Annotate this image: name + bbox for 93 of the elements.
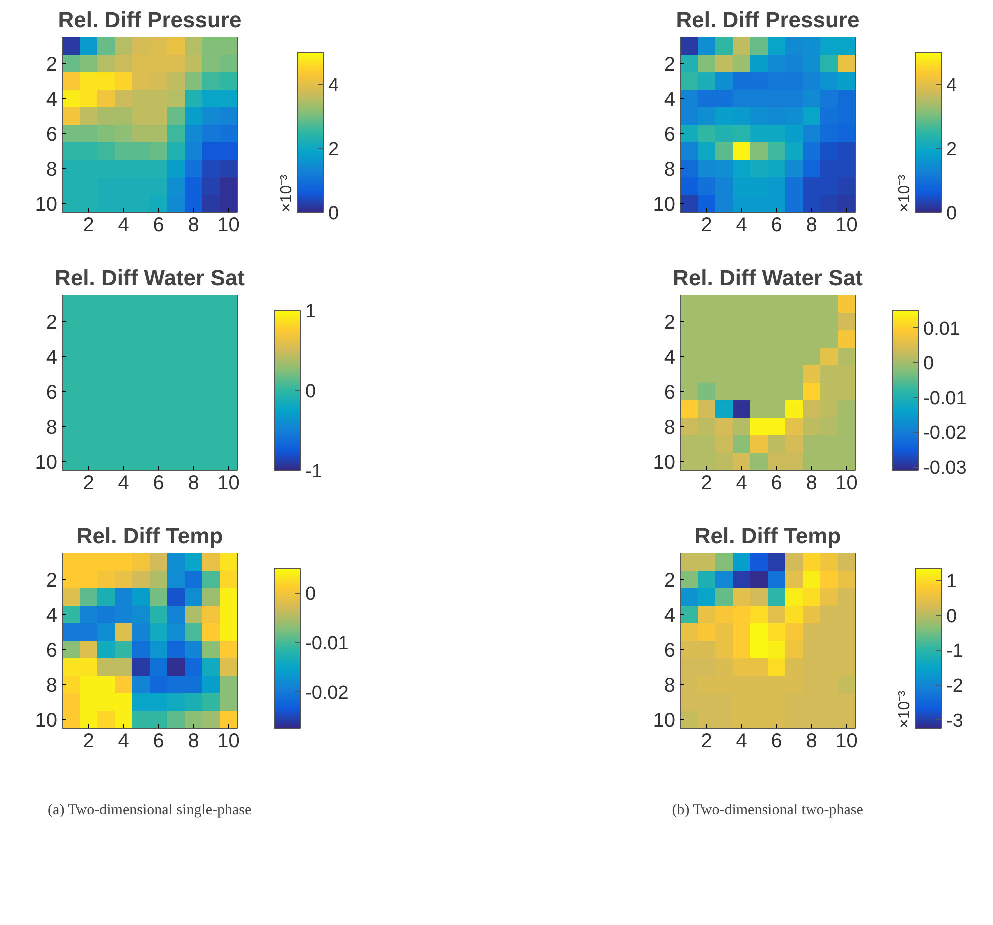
x-tick-label: 10 [218,214,240,236]
x-tick-label: 8 [188,214,200,236]
x-tick-label: 4 [736,472,748,494]
color-bar-label: 0 [306,584,316,606]
x-tick-label: 6 [153,472,164,494]
y-tick-label: 10 [35,194,58,216]
x-tick-label: 8 [188,730,200,752]
color-bar-label: -0.02 [924,423,967,444]
color-bar-label: -3 [946,710,964,732]
y-tick-label: 4 [664,604,676,627]
y-tick-label: 10 [653,452,676,474]
color-bar-label: 0 [946,606,958,628]
y-tick-label: 6 [664,382,676,404]
x-tick-label: 4 [118,730,130,752]
color-bar-label: 0 [946,204,958,224]
y-tick-label: 6 [46,640,58,662]
x-tick-label: 6 [771,214,782,236]
y-tick-label: 4 [664,346,676,369]
x-tick-label: 4 [736,214,748,236]
chart-title: Rel. Diff Pressure [676,8,860,32]
color-bar-label: 1 [946,572,958,593]
y-tick-label: 8 [46,674,58,697]
chart-title: Rel. Diff Water Sat [55,266,246,290]
x-tick-label: 2 [701,730,712,752]
color-bar-label: -0.03 [924,458,967,480]
chart-title: Rel. Diff Pressure [58,8,242,32]
color-bar-label: 4 [946,76,958,96]
color-bar-title: ×10⁻³ [278,174,296,212]
x-tick-label: 2 [701,472,712,494]
y-tick-label: 4 [46,88,58,111]
x-tick-label: 10 [836,472,858,494]
y-tick-label: 2 [664,312,676,334]
y-tick-label: 10 [35,710,58,732]
y-tick-label: 8 [664,674,676,697]
x-tick-label: 4 [118,214,130,236]
x-tick-label: 2 [83,472,94,494]
text: (b) Two-dimensional two-phase [672,802,864,818]
color-bar-label: -0.01 [924,388,967,410]
y-tick-label: 10 [35,452,58,474]
y-tick-label: 6 [46,124,58,146]
color-bar-label: 0 [328,204,340,224]
color-bar-label: 0.01 [924,318,960,340]
y-tick-label: 8 [664,416,676,439]
color-bar-title: ×10⁻³ [896,174,914,212]
y-tick-label: 4 [46,346,58,369]
y-tick-label: 10 [653,710,676,732]
color-bar-label: 1 [306,302,316,322]
x-tick-label: 2 [701,214,712,236]
y-tick-label: 2 [664,54,676,76]
y-tick-label: 10 [653,194,676,216]
color-bar-title: ×10⁻³ [896,690,914,728]
x-tick-label: 2 [83,214,94,236]
y-tick-label: 4 [46,604,58,627]
y-tick-label: 2 [46,570,58,592]
y-tick-label: 2 [46,312,58,334]
x-tick-label: 8 [806,472,818,494]
y-tick-label: 8 [46,158,58,181]
text: (a) Two-dimensional single-phase [48,802,252,818]
x-tick-label: 10 [218,472,240,494]
color-bar-label: 2 [946,140,958,160]
chart-title: Rel. Diff Temp [694,524,842,548]
x-tick-label: 4 [736,730,748,752]
x-tick-label: 6 [153,214,164,236]
x-tick-label: 6 [771,730,782,752]
color-bar-label: 4 [328,76,340,96]
y-tick-label: 4 [664,88,676,111]
x-tick-label: 6 [771,472,782,494]
color-bar-label: -1 [946,641,964,662]
x-tick-label: 8 [806,214,818,236]
color-bar-label: -1 [306,462,322,482]
color-bar-label: 0 [306,382,316,402]
color-bar-label: 2 [328,140,340,160]
y-tick-label: 6 [46,382,58,404]
x-tick-label: 8 [806,730,818,752]
x-tick-label: 6 [153,730,164,752]
x-tick-label: 8 [188,472,200,494]
chart-title: Rel. Diff Temp [76,524,224,548]
y-tick-label: 6 [664,124,676,146]
chart-title: Rel. Diff Water Sat [673,266,864,290]
color-bar-label: -2 [946,676,964,698]
color-bar-label: 0 [924,354,934,375]
y-tick-label: 2 [664,570,676,592]
x-tick-label: 10 [836,730,858,752]
x-tick-label: 2 [83,730,94,752]
x-tick-label: 10 [218,730,240,752]
x-tick-label: 4 [118,472,130,494]
y-tick-label: 2 [46,54,58,76]
y-tick-label: 8 [46,416,58,439]
color-bar-label: -0.01 [306,634,349,655]
color-bar-label: -0.02 [306,682,349,704]
y-tick-label: 6 [664,640,676,662]
y-tick-label: 8 [664,158,676,181]
x-tick-label: 10 [836,214,858,236]
